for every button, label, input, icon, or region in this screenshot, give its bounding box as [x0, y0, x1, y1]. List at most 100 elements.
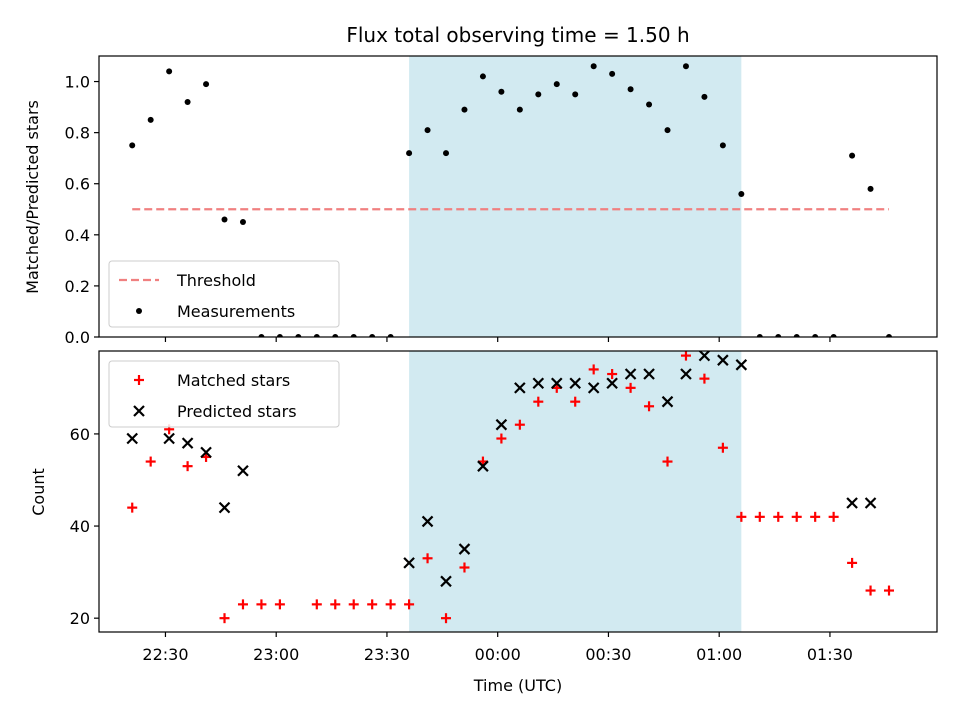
legend-label-threshold: Threshold: [176, 271, 256, 290]
measurement-point: [239, 219, 246, 226]
measurement-point: [147, 116, 154, 123]
y-axis-title-ratio: Matched/Predicted stars: [23, 100, 42, 294]
measurement-point: [719, 142, 726, 149]
measurement-point: [867, 185, 874, 192]
predicted-stars-point: [495, 418, 508, 431]
measurement-point: [498, 88, 505, 95]
matched-stars-point: [717, 442, 728, 453]
count-legend-box: [108, 360, 340, 428]
measurement-point: [313, 334, 320, 337]
measurement-point: [590, 63, 597, 70]
measurement-point: [276, 334, 283, 337]
x-tick-label: 23:30: [364, 645, 410, 664]
predicted-stars-point: [735, 359, 748, 371]
measurement-point: [830, 334, 837, 337]
count-axes-frame: [98, 350, 938, 633]
ratio-y-tick-label: 0.8: [65, 124, 90, 143]
predicted-stars-point: [458, 543, 471, 555]
predicted-stars-point: [126, 432, 139, 445]
count-y-tick-label: 40: [70, 517, 90, 536]
matched-stars-point: [810, 511, 821, 522]
measurement-point: [129, 142, 136, 149]
matched-stars-point: [828, 511, 839, 522]
ratio-panel: 0.0 0.2 0.4 0.6 0.8 1.0 Threshold Measurements: [65, 55, 938, 347]
matched-stars-point: [736, 511, 747, 522]
measurement-point: [406, 150, 413, 157]
x-tick-label: 00:00: [475, 645, 521, 664]
matched-stars-point: [145, 456, 156, 467]
predicted-stars-point: [661, 395, 674, 408]
ratio-y-tick-label: 1.0: [65, 73, 90, 92]
measurement-point: [479, 73, 486, 80]
predicted-stars-point: [163, 432, 175, 445]
measurement-point: [166, 68, 173, 75]
matched-stars-point: [680, 351, 691, 361]
chart-title: Flux total observing time = 1.50 h: [346, 23, 689, 47]
matched-stars-point: [570, 396, 581, 407]
measurement-point: [627, 86, 634, 93]
matched-stars-point: [367, 599, 378, 610]
count-observing-interval-band: [409, 351, 742, 632]
x-tick-label: 01:00: [696, 645, 742, 664]
y-axis-title-count: Count: [29, 468, 48, 516]
predicted-stars-point: [403, 557, 415, 569]
x-tick-label: 01:30: [807, 645, 853, 664]
legend-swatch-matched-stars: [134, 375, 144, 385]
predicted-stars-point: [514, 382, 526, 394]
ratio-y-tick-label: 0.6: [65, 175, 90, 194]
matched-stars-point: [219, 613, 230, 624]
matched-stars-point: [256, 599, 267, 610]
predicted-stars-point: [477, 460, 489, 472]
measurement-point: [664, 127, 671, 134]
measurement-point: [738, 190, 745, 197]
matched-stars-point: [662, 456, 673, 467]
measurement-point: [258, 334, 265, 337]
matched-stars-point: [311, 599, 322, 610]
measurement-point: [535, 91, 542, 98]
matched-stars-point: [274, 599, 285, 610]
legend-swatch-predicted-stars: [133, 405, 145, 417]
measurement-point: [461, 106, 468, 113]
ratio-axes-frame: [98, 55, 938, 338]
predicted-stars-point: [218, 501, 231, 514]
x-axis-title: Time (UTC): [473, 676, 562, 695]
measurement-point: [332, 334, 339, 337]
matched-stars-point: [884, 585, 895, 596]
matched-stars-point: [496, 433, 507, 444]
matched-stars-point: [330, 599, 341, 610]
ratio-observing-interval-band: [409, 56, 742, 337]
legend-swatch-measurements: [136, 308, 142, 314]
measurement-point: [443, 150, 450, 157]
predicted-stars-point: [698, 351, 711, 362]
predicted-stars-point: [643, 368, 655, 380]
matched-stars-point: [459, 562, 470, 573]
measurement-point: [775, 334, 782, 337]
predicted-stars-point: [532, 377, 545, 390]
predicted-stars-point: [717, 354, 729, 366]
measurement-point: [849, 152, 856, 159]
x-tick-label: 22:30: [142, 645, 188, 664]
matched-stars-point: [441, 613, 452, 624]
measurement-point: [609, 70, 616, 77]
predicted-stars-point: [587, 382, 600, 394]
matched-stars-point: [754, 511, 765, 522]
matched-stars-point: [791, 511, 802, 522]
measurement-point: [203, 81, 210, 88]
predicted-stars-point: [181, 437, 194, 449]
measurement-point: [184, 98, 191, 105]
matched-stars-point: [588, 364, 599, 375]
matched-stars-point: [865, 585, 876, 596]
measurement-point: [646, 101, 653, 108]
count-y-tick-label: 20: [70, 609, 90, 628]
x-tick-label: 23:00: [253, 645, 299, 664]
legend-label-predicted-stars: Predicted stars: [177, 402, 297, 421]
matched-stars-point: [348, 599, 359, 610]
predicted-stars-point: [680, 368, 692, 380]
ratio-y-tick-label: 0.4: [65, 226, 90, 245]
matched-stars-point: [607, 369, 618, 380]
matched-stars-point: [644, 401, 655, 412]
matched-stars-point: [237, 599, 248, 610]
measurement-point: [886, 334, 893, 337]
predicted-stars-point: [421, 515, 434, 528]
predicted-stars-point: [440, 575, 452, 588]
